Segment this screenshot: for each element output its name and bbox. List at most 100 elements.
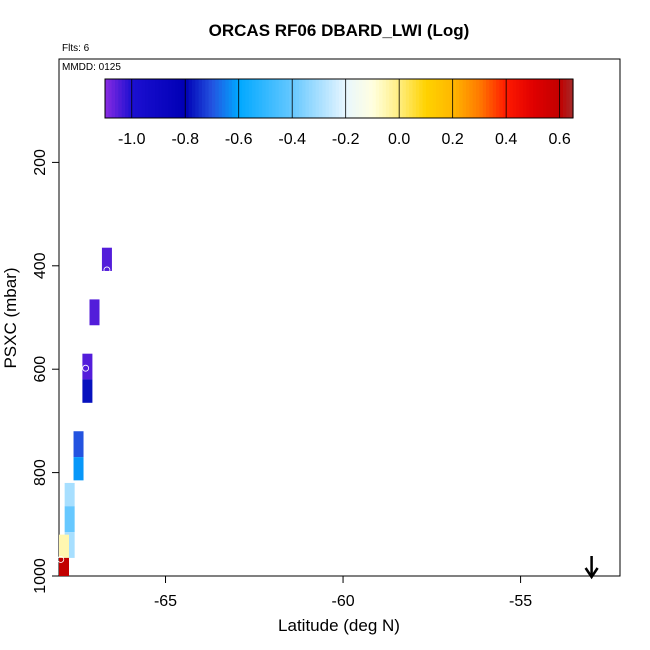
colorbar-segment [111,79,116,118]
data-cell [73,431,84,458]
colorbar-segment [138,79,143,118]
colorbar-segment [302,79,307,118]
colorbar-segment [135,79,140,118]
colorbar-segment [522,79,527,118]
data-cell [82,379,93,403]
y-tick-label: 200 [32,149,49,176]
data-cell [73,457,84,481]
chart-title: ORCAS RF06 DBARD_LWI (Log) [209,21,470,40]
colorbar-segment [225,79,230,118]
colorbar-segment [516,79,521,118]
y-tick-label: 1000 [32,558,49,594]
colorbar-segment [382,79,387,118]
colorbar-tick-label: -0.8 [171,131,199,148]
colorbar-tick-label: -1.0 [118,131,146,148]
colorbar-segment [502,79,507,118]
colorbar-segment [332,79,337,118]
colorbar-segment [445,79,450,118]
colorbar-segment [385,79,390,118]
colorbar-segment [389,79,394,118]
colorbar-segment [298,79,303,118]
x-tick-label: -65 [154,593,177,610]
data-point-marker [57,556,65,563]
colorbar-segment [325,79,330,118]
x-tick-label: -55 [509,593,532,610]
colorbar-segment [369,79,374,118]
data-cell [59,557,69,576]
colorbar-segment [362,79,367,118]
colorbar-segment [419,79,424,118]
colorbar-segment [359,79,363,118]
colorbar-segment [472,79,477,118]
colorbar-segment [125,79,129,118]
colorbar-tick-label: -0.6 [225,131,253,148]
colorbar-segment [105,79,109,118]
colorbar-segment [268,79,273,118]
colorbar-segment [562,79,567,118]
colorbar-segment [232,79,236,118]
colorbar-segment [546,79,551,118]
colorbar-segment [405,79,410,118]
colorbar-segment [155,79,160,118]
colorbar-segment [462,79,467,118]
colorbar-segment [312,79,317,118]
colorbar-segment [512,79,517,118]
colorbar-segment [151,79,156,118]
colorbar-segment [509,79,514,118]
colorbar-segment [496,79,501,118]
colorbar-segment [185,79,190,118]
colorbar-segment [392,79,397,118]
colorbar-segment [476,79,480,118]
colorbar-segment [499,79,504,118]
colorbar-tick-label: 0.6 [549,131,571,148]
data-point-marker [103,266,111,274]
colorbar-segment [466,79,470,118]
colorbar-segment [145,79,150,118]
colorbar-segment [248,79,253,118]
colorbar-segment [188,79,193,118]
colorbar-segment [205,79,210,118]
colorbar-segment [479,79,484,118]
colorbar-segment [442,79,447,118]
colorbar-segment [349,79,353,118]
x-axis-label: Latitude (deg N) [278,616,400,635]
colorbar-segment [171,79,176,118]
arrow-marker [584,556,599,580]
colorbar-segment [131,79,136,118]
x-axis: -65 -60 -55 [154,576,532,610]
colorbar-segment [278,79,283,118]
data-cells [57,247,112,576]
colorbar-segment [318,79,323,118]
colorbar-segment [456,79,460,118]
colorbar-segment [215,79,220,118]
data-point-marker [82,364,90,372]
colorbar-segment [352,79,357,118]
colorbar-segment [148,79,153,118]
colorbar-segment [255,79,260,118]
colorbar-segment [402,79,407,118]
colorbar-segment [322,79,327,118]
colorbar-segment [365,79,370,118]
colorbar-segment [178,79,183,118]
colorbar-segment [435,79,440,118]
colorbar-segment [128,79,133,118]
colorbar-segment [482,79,487,118]
y-axis-label: PSXC (mbar) [1,267,20,368]
x-tick-label: -60 [331,593,354,610]
colorbar-segment [175,79,180,118]
colorbar-segment [292,79,297,118]
colorbar-segment [375,79,380,118]
colorbar-segment [529,79,534,118]
colorbar-segment [198,79,203,118]
arrow-head [584,567,599,580]
colorbar-segment [432,79,437,118]
colorbar-segment [282,79,287,118]
colorbar-tick-label: -0.2 [332,131,360,148]
colorbar-segment [168,79,173,118]
colorbar-segment [372,79,377,118]
colorbar-segment [506,79,511,118]
data-cell [101,247,112,271]
y-axis: 200 400 600 800 1000 [32,149,59,594]
plot-frame [58,58,621,577]
